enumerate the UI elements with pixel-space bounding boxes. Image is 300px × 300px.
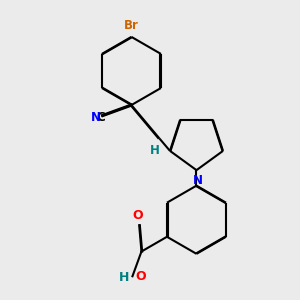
Text: H: H bbox=[150, 144, 160, 157]
Text: O: O bbox=[132, 209, 143, 222]
Text: Br: Br bbox=[124, 19, 139, 32]
Text: N: N bbox=[193, 174, 203, 187]
Text: H: H bbox=[119, 271, 129, 284]
Text: N: N bbox=[91, 112, 101, 124]
Text: O: O bbox=[135, 270, 146, 283]
Text: C: C bbox=[96, 111, 105, 124]
